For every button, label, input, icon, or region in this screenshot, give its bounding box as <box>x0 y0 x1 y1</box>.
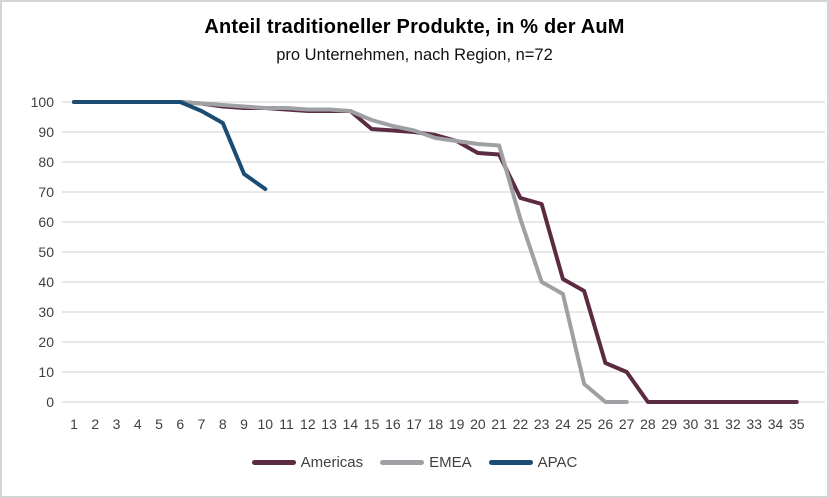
x-tick-label: 2 <box>91 416 99 432</box>
x-tick-label: 3 <box>113 416 121 432</box>
x-tick-label: 18 <box>428 416 444 432</box>
x-tick-label: 35 <box>789 416 805 432</box>
legend-label-americas: Americas <box>300 454 364 471</box>
chart-title: Anteil traditioneller Produkte, in % der… <box>204 16 625 38</box>
x-tick-label: 19 <box>449 416 465 432</box>
x-tick-label: 9 <box>240 416 248 432</box>
x-tick-label: 13 <box>321 416 337 432</box>
x-tick-label: 8 <box>219 416 227 432</box>
x-tick-label: 26 <box>598 416 614 432</box>
y-tick-label: 100 <box>31 94 55 110</box>
x-tick-label: 33 <box>746 416 762 432</box>
y-tick-label: 80 <box>38 154 54 170</box>
y-tick-label: 60 <box>38 214 54 230</box>
series-line-apac <box>72 100 268 191</box>
legend-item-emea: EMEA <box>380 454 472 471</box>
x-tick-label: 22 <box>513 416 529 432</box>
x-tick-label: 6 <box>176 416 184 432</box>
chart-subtitle: pro Unternehmen, nach Region, n=72 <box>276 46 553 64</box>
y-tick-label: 70 <box>38 184 54 200</box>
x-tick-label: 21 <box>491 416 507 432</box>
x-tick-label: 27 <box>619 416 635 432</box>
x-tick-label: 30 <box>683 416 699 432</box>
x-tick-label: 25 <box>576 416 592 432</box>
x-tick-label: 17 <box>406 416 422 432</box>
x-tick-label: 4 <box>134 416 142 432</box>
legend-item-apac: APAC <box>488 454 578 471</box>
x-tick-label: 12 <box>300 416 316 432</box>
x-tick-label: 32 <box>725 416 741 432</box>
y-tick-label: 20 <box>38 334 54 350</box>
legend-label-apac: APAC <box>537 454 578 471</box>
x-tick-label: 7 <box>198 416 206 432</box>
x-tick-label: 11 <box>279 416 294 432</box>
legend-swatch-emea <box>380 460 425 465</box>
y-tick-label: 0 <box>46 394 54 410</box>
y-tick-label: 30 <box>38 304 54 320</box>
y-tick-label: 10 <box>38 364 54 380</box>
y-tick-label: 50 <box>38 244 54 260</box>
x-tick-label: 10 <box>258 416 274 432</box>
legend: Americas EMEA APAC <box>2 454 827 471</box>
y-tick-label: 40 <box>38 274 54 290</box>
x-tick-label: 34 <box>768 416 784 432</box>
legend-label-emea: EMEA <box>429 454 472 471</box>
legend-item-americas: Americas <box>251 454 364 471</box>
x-tick-label: 29 <box>661 416 677 432</box>
x-tick-label: 15 <box>364 416 380 432</box>
legend-swatch-apac <box>488 460 533 465</box>
x-tick-label: 16 <box>385 416 401 432</box>
x-tick-label: 23 <box>534 416 550 432</box>
y-tick-label: 90 <box>38 124 54 140</box>
x-tick-label: 31 <box>704 416 720 432</box>
x-tick-label: 20 <box>470 416 486 432</box>
x-tick-label: 14 <box>343 416 359 432</box>
x-tick-label: 28 <box>640 416 656 432</box>
x-tick-label: 24 <box>555 416 571 432</box>
legend-swatch-americas <box>251 460 296 465</box>
x-tick-label: 5 <box>155 416 163 432</box>
x-tick-label: 1 <box>70 416 78 432</box>
